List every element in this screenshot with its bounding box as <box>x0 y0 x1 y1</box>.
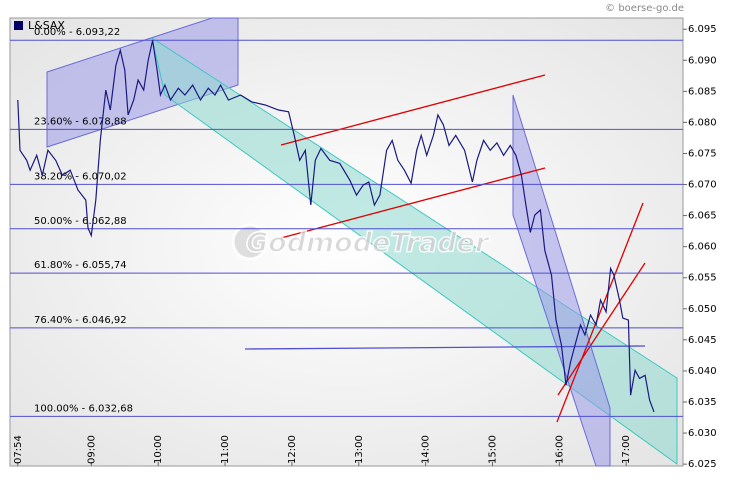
y-tick-label: 6.075 <box>688 148 717 159</box>
x-tick-label: 11:00 <box>220 435 231 464</box>
trend-line <box>556 202 644 423</box>
y-tick-label: 6.045 <box>688 335 717 346</box>
x-tick-label: 10:00 <box>153 435 164 464</box>
x-tick-label: 07:54 <box>13 435 24 464</box>
y-tick-label: 6.025 <box>688 459 717 470</box>
y-tick-label: 6.040 <box>688 366 717 377</box>
fib-label: 23.60% - 6.078,88 <box>34 116 127 127</box>
watermark: GodmodeTrader <box>246 228 490 259</box>
y-tick-label: 6.035 <box>688 397 717 408</box>
fib-label: 38.20% - 6.070,02 <box>34 171 127 182</box>
legend-swatch <box>14 21 23 30</box>
x-tick-label: 17:00 <box>621 435 632 464</box>
y-tick-label: 6.090 <box>688 55 717 66</box>
y-tick-label: 6.065 <box>688 211 717 222</box>
y-tick-label: 6.060 <box>688 242 717 253</box>
y-tick-label: 6.030 <box>688 428 717 439</box>
drawings <box>46 17 678 467</box>
x-tick-label: 09:00 <box>86 435 97 464</box>
fib-label: 50.00% - 6.062,88 <box>34 216 127 227</box>
x-tick-label: 15:00 <box>487 435 498 464</box>
x-tick-label: 14:00 <box>421 435 432 464</box>
trend-line <box>244 345 646 350</box>
trend-line <box>557 262 646 396</box>
y-tick-label: 6.085 <box>688 86 717 97</box>
fib-label: 76.40% - 6.046,92 <box>34 315 127 326</box>
y-tick-label: 6.050 <box>688 304 717 315</box>
fib-label: 61.80% - 6.055,74 <box>34 260 127 271</box>
x-tick-label: 16:00 <box>554 435 565 464</box>
y-tick-label: 6.070 <box>688 180 717 191</box>
watermark-logo: GodmodeTrader <box>231 223 491 261</box>
channel <box>46 17 239 148</box>
y-tick-label: 6.095 <box>688 24 717 35</box>
price-line <box>17 40 655 413</box>
fib-label: 100.00% - 6.032,68 <box>34 403 133 414</box>
trend-line <box>280 167 546 239</box>
y-tick-label: 6.055 <box>688 273 717 284</box>
copyright: © boerse-go.de <box>605 3 684 14</box>
channel <box>512 94 611 467</box>
fib-label: 0.00% - 6.093,22 <box>34 27 120 38</box>
x-tick-label: 12:00 <box>287 435 298 464</box>
x-tick-label: 13:00 <box>354 435 365 464</box>
trend-line <box>280 74 546 146</box>
y-tick-label: 6.080 <box>688 117 717 128</box>
legend-label: L&SAX <box>28 19 65 32</box>
